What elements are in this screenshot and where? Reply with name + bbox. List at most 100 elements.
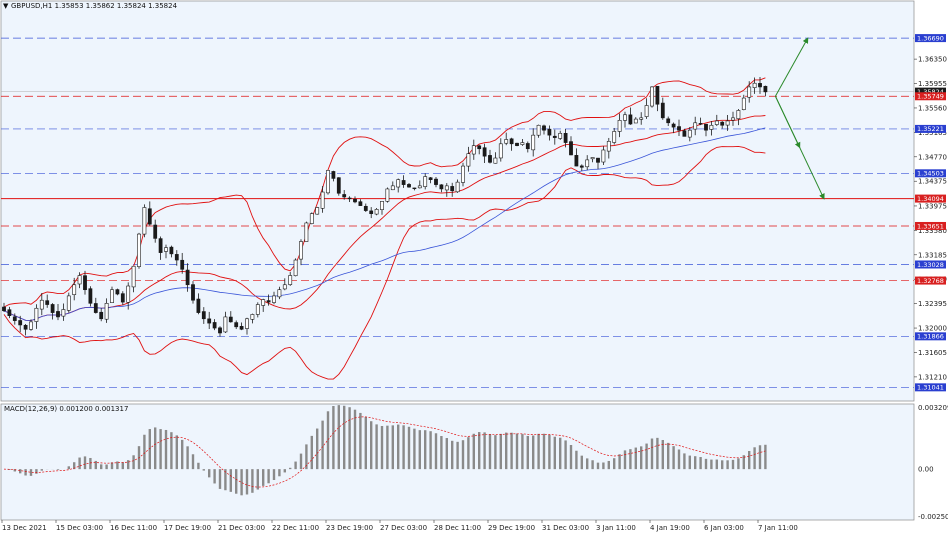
level-tag-label: 1.33651 bbox=[917, 222, 944, 230]
candle-body bbox=[23, 324, 28, 330]
candle-body bbox=[29, 321, 33, 330]
time-axis[interactable]: 13 Dec 2021 15 Dec 03:00 16 Dec 11:00 17 De… bbox=[1, 520, 798, 532]
level-tag-label: 1.33028 bbox=[917, 261, 944, 269]
level-tag bbox=[915, 332, 946, 341]
candle-body bbox=[736, 110, 741, 120]
candle-body bbox=[758, 83, 762, 88]
candles-layer bbox=[2, 76, 768, 337]
candle-body bbox=[563, 133, 568, 143]
candle-body bbox=[498, 143, 503, 159]
level-tag bbox=[915, 34, 946, 43]
candle-body bbox=[277, 289, 282, 298]
candle-body bbox=[466, 153, 471, 167]
candle-body bbox=[617, 120, 622, 132]
candle-body bbox=[725, 120, 730, 126]
candle-body bbox=[396, 179, 401, 188]
candle-body bbox=[99, 311, 104, 320]
level-tag bbox=[915, 194, 946, 203]
candle-body bbox=[650, 86, 654, 107]
candle-body bbox=[417, 185, 422, 189]
candle-body bbox=[201, 311, 206, 320]
candle-body bbox=[450, 186, 455, 192]
bollinger-bands bbox=[3, 77, 766, 380]
candle-body bbox=[558, 133, 563, 139]
candle-body bbox=[12, 316, 17, 321]
candle-body bbox=[93, 303, 98, 313]
candle-body bbox=[153, 224, 158, 239]
candle-body bbox=[110, 289, 114, 303]
candle-body bbox=[682, 130, 687, 137]
candle-body bbox=[482, 147, 487, 157]
level-tag bbox=[915, 221, 946, 230]
candle-body bbox=[212, 322, 217, 329]
candle-body bbox=[331, 171, 336, 179]
candle-body bbox=[39, 299, 44, 310]
bollinger-upper bbox=[3, 77, 766, 308]
candle-body bbox=[666, 118, 671, 124]
time-tick-label: 3 Jan 11:00 bbox=[596, 524, 636, 532]
candle-body bbox=[245, 318, 249, 329]
time-tick-label: 15 Dec 03:00 bbox=[56, 524, 103, 532]
candle-body bbox=[569, 141, 573, 156]
candle-body bbox=[261, 299, 266, 306]
moving-average bbox=[3, 127, 766, 321]
candle-body bbox=[272, 295, 276, 303]
candle-body bbox=[374, 209, 379, 215]
candle-body bbox=[455, 181, 460, 193]
time-tick-label: 31 Dec 03:00 bbox=[542, 524, 589, 532]
candle-body bbox=[56, 311, 60, 318]
price-tick-label: 1.33185 bbox=[918, 251, 947, 259]
time-tick-label: 21 Dec 03:00 bbox=[218, 524, 265, 532]
candle-body bbox=[390, 185, 395, 191]
candle-body bbox=[126, 285, 131, 303]
candle-body bbox=[115, 289, 120, 295]
candle-body bbox=[752, 82, 757, 88]
candle-body bbox=[158, 238, 163, 253]
candle-body bbox=[612, 131, 617, 143]
candle-body bbox=[77, 275, 82, 285]
forecast-arrow-mid bbox=[774, 95, 801, 149]
candle-body bbox=[228, 316, 233, 323]
price-tick-label: 1.32000 bbox=[918, 325, 947, 333]
candle-body bbox=[223, 316, 228, 333]
candle-body bbox=[628, 114, 633, 125]
candle-body bbox=[693, 122, 698, 130]
candle-body bbox=[358, 201, 363, 206]
candle-body bbox=[180, 259, 185, 270]
macd-header: MACD(12,26,9) 0.001200 0.001317 bbox=[4, 405, 128, 413]
candle-body bbox=[488, 155, 492, 163]
candle-body bbox=[347, 197, 352, 200]
collapse-triangle-icon[interactable]: ▼ bbox=[3, 2, 9, 10]
macd-layer: 0.003209 0.00 -0.002506 bbox=[3, 404, 948, 521]
candle-body bbox=[174, 254, 179, 261]
candle-body bbox=[585, 159, 590, 168]
candle-body bbox=[579, 165, 584, 168]
candle-body bbox=[623, 114, 627, 121]
candle-body bbox=[671, 123, 676, 128]
candle-body bbox=[369, 210, 374, 214]
price-tick-label: 1.34375 bbox=[918, 178, 947, 186]
candle-body bbox=[120, 293, 125, 303]
candle-body bbox=[218, 327, 222, 334]
candle-body bbox=[88, 288, 93, 304]
level-tag-label: 1.36690 bbox=[917, 34, 944, 42]
candle-body bbox=[741, 97, 746, 110]
candle-body bbox=[461, 165, 465, 183]
candle-body bbox=[704, 123, 708, 131]
candle-body bbox=[304, 222, 309, 242]
macd-tick-label: -0.002506 bbox=[918, 513, 948, 521]
candle-body bbox=[525, 143, 530, 150]
time-tick-label: 28 Dec 11:00 bbox=[434, 524, 481, 532]
time-tick-label: 22 Dec 11:00 bbox=[272, 524, 319, 532]
candle-body bbox=[83, 275, 87, 291]
candle-body bbox=[590, 157, 595, 160]
level-tag bbox=[915, 124, 946, 133]
candle-body bbox=[185, 269, 190, 286]
candle-body bbox=[504, 139, 509, 144]
price-tick-label: 1.35560 bbox=[918, 104, 947, 112]
candle-body bbox=[515, 142, 519, 146]
candle-body bbox=[104, 303, 109, 320]
